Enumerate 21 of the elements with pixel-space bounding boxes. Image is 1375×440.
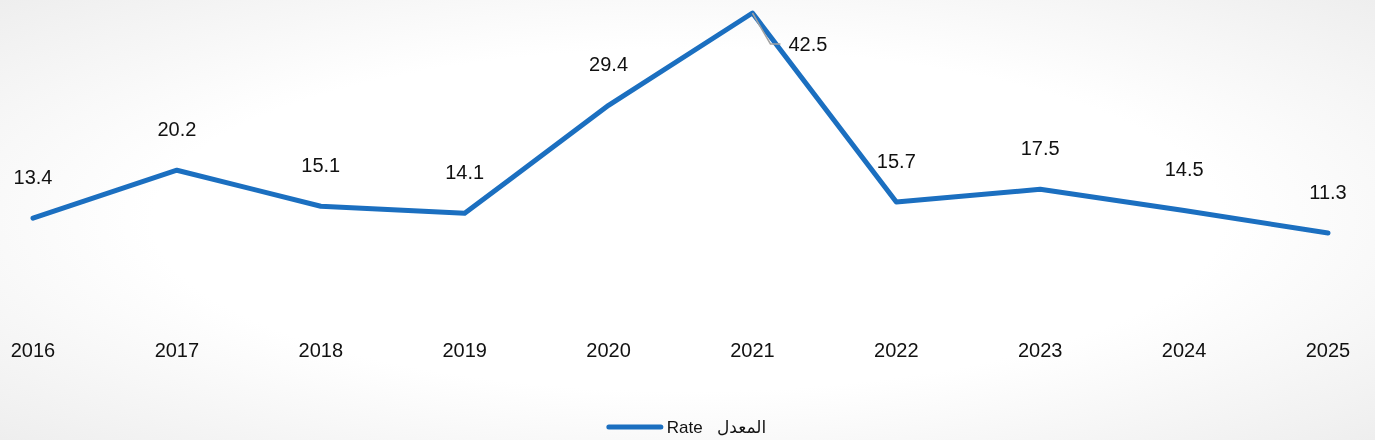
data-label: 14.5	[1164, 158, 1204, 181]
data-label: 42.5	[788, 33, 828, 55]
x-tick-label: 2022	[874, 339, 919, 361]
data-label: 29.4	[589, 53, 628, 76]
x-tick-label: 2016	[10, 339, 56, 361]
data-label: 11.3	[1309, 181, 1347, 203]
x-tick-label: 2021	[730, 339, 775, 361]
x-tick-label: 2019	[442, 339, 487, 361]
x-tick-label: 2017	[154, 339, 200, 361]
x-tick-label: 2018	[298, 339, 344, 361]
x-tick-label: 2020	[586, 339, 631, 361]
x-tick-label: 2024	[1161, 339, 1207, 361]
x-tick-label: 2023	[1017, 339, 1063, 361]
data-label: 15.7	[876, 149, 916, 172]
data-label: 15.1	[301, 154, 341, 177]
x-tick-label: 2025	[1305, 339, 1351, 361]
legend-label: Rate المعدل	[666, 418, 767, 437]
data-label: 20.2	[157, 118, 197, 141]
data-label: 14.1	[445, 161, 485, 184]
data-label: 17.5	[1020, 137, 1060, 160]
data-label: 13.4	[13, 166, 53, 189]
